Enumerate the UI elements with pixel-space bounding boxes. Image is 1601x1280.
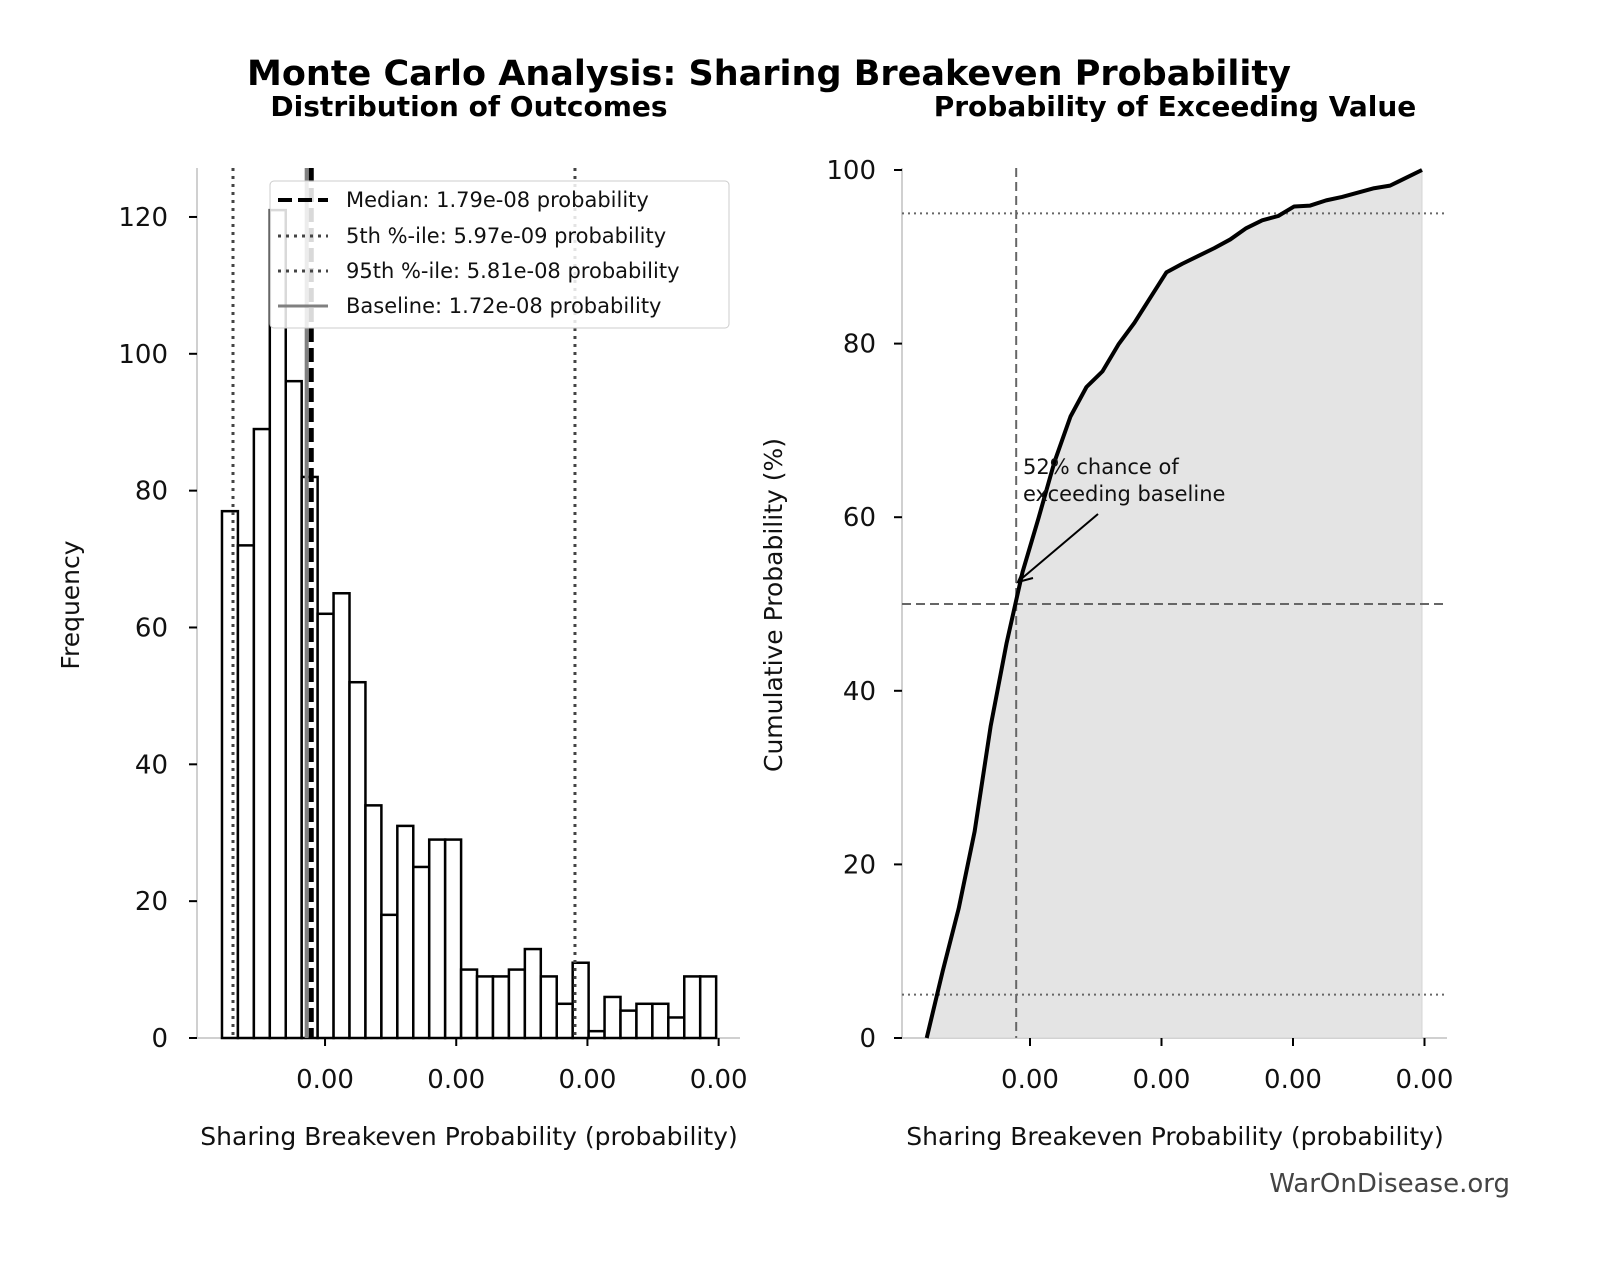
histogram-bar [475,975,495,1040]
x-tick-label: 0.00 [1133,1065,1191,1095]
histogram-bar [364,804,383,1040]
right-y-axis-label: Cumulative Probability (%) [759,438,788,772]
legend-p95-label: 95th %-ile: 5.81e-08 probability [346,259,680,283]
right-subplot-title: Probability of Exceeding Value [934,90,1417,123]
histogram-bar [284,379,303,1040]
y-tick-label: 0 [151,1024,168,1054]
annotation-line-1: 52% chance of [1023,455,1179,479]
histogram-bar [619,1009,638,1040]
annotation-line-2: exceeding baseline [1023,482,1225,506]
histogram-bar [587,1029,606,1040]
histogram-bar [667,1016,686,1040]
x-tick-label: 0.00 [558,1065,616,1095]
histogram-bar [252,427,272,1040]
x-tick-label: 0.00 [427,1065,485,1095]
histogram-bar [396,824,415,1040]
histogram-bar [220,509,240,1040]
right-x-axis-label: Sharing Breakeven Probability (probabili… [906,1122,1443,1151]
x-tick-label: 0.00 [296,1065,354,1095]
y-tick-label: 60 [843,503,876,533]
legend-median-label: Median: 1.79e-08 probability [346,188,649,212]
histogram-bar [651,1002,670,1040]
histogram-bar [380,913,399,1040]
left-subplot-title: Distribution of Outcomes [270,90,667,123]
histogram-bar [348,680,367,1040]
histogram-bar [459,968,479,1040]
histogram-bar [523,947,543,1040]
legend-baseline-label: Baseline: 1.72e-08 probability [346,294,661,318]
histogram-bar [539,975,558,1040]
histogram-bar [698,975,718,1040]
histogram-bar [555,1002,574,1040]
left-y-axis-label: Frequency [56,540,85,669]
x-tick-label: 0.00 [1396,1065,1454,1095]
y-tick-label: 40 [135,750,168,780]
histogram-bar [507,968,527,1040]
y-tick-label: 20 [135,887,168,917]
histogram-bar [683,975,702,1040]
annotation-arrowhead [1016,567,1034,584]
annotation-arrow [1019,513,1099,581]
histogram-bar [635,1002,654,1040]
histogram-bar [316,612,335,1040]
figure-title: Monte Carlo Analysis: Sharing Breakeven … [247,54,1291,94]
y-tick-label: 0 [859,1024,876,1054]
watermark: WarOnDisease.org [1269,1169,1510,1199]
y-tick-label: 100 [826,156,876,186]
left-x-axis-label: Sharing Breakeven Probability (probabili… [200,1122,737,1151]
exceedance-panel: 0 20 40 60 80 100 0.00 0.00 0.00 0.00 [826,156,1453,1095]
y-tick-label: 20 [843,850,876,880]
exceedance-curve [924,168,1423,1039]
histogram-bar [236,544,256,1040]
histogram-bar [268,208,287,1040]
histogram-bar [412,865,431,1040]
legend: Median: 1.79e-08 probability 5th %-ile: … [269,180,730,329]
y-tick-label: 120 [118,203,168,233]
y-tick-label: 60 [135,613,168,643]
histogram-bar [491,975,511,1040]
histogram-bar [427,838,447,1040]
x-tick-label: 0.00 [1001,1065,1059,1095]
x-tick-label: 0.00 [690,1065,748,1095]
histogram-bar [571,961,590,1040]
histogram-bar [603,995,622,1040]
y-tick-label: 80 [135,477,168,507]
histogram-bar [443,838,463,1040]
y-tick-label: 80 [843,330,876,360]
legend-p5-label: 5th %-ile: 5.97e-09 probability [346,224,666,248]
histogram-bar [332,592,351,1040]
legend-box [269,180,730,329]
x-tick-label: 0.00 [1264,1065,1322,1095]
y-tick-label: 40 [843,677,876,707]
y-tick-label: 100 [118,340,168,370]
